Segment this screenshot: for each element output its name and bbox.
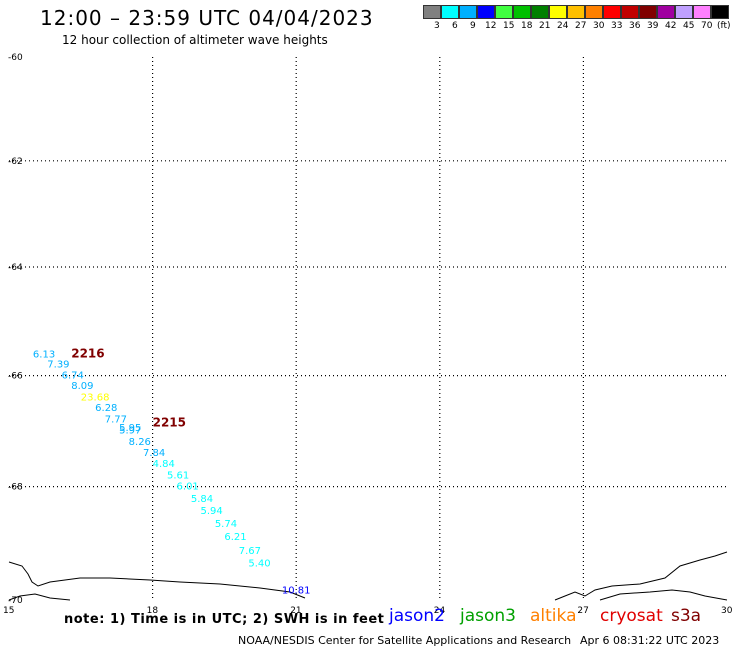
- legend-swatch: [693, 5, 711, 19]
- legend-swatch: [639, 5, 657, 19]
- footnote: note: 1) Time is in UTC; 2) SWH is in fe…: [64, 612, 385, 627]
- wave-height-value: 5.94: [200, 506, 222, 517]
- legend-swatch: [711, 5, 729, 19]
- legend-swatch: [585, 5, 603, 19]
- legend-label: 42: [665, 21, 677, 31]
- wave-height-value: 6.74: [62, 371, 84, 382]
- wave-height-value: 6.21: [224, 532, 246, 543]
- legend-label: 30: [593, 21, 605, 31]
- latitude-label: -64: [8, 263, 23, 273]
- color-legend: 3 6 9 12 15 18 21 24 27 30 33 36 39 42 45 70 (ft): [423, 5, 731, 33]
- wave-height-value: 5.61: [167, 470, 189, 481]
- legend-label: 18: [521, 21, 533, 31]
- legend-swatch: [657, 5, 675, 19]
- legend-swatch: [459, 5, 477, 19]
- wave-height-value: 7.39: [47, 360, 69, 371]
- latitude-label: -70: [8, 596, 23, 606]
- wave-height-value: 5.40: [248, 558, 270, 569]
- legend-swatch: [603, 5, 621, 19]
- wave-height-value: 5.84: [191, 494, 213, 505]
- map-title: 12:00 – 23:59 UTC 04/04/2023: [40, 6, 374, 30]
- legend-label: 45: [683, 21, 695, 31]
- wave-height-value: 6.13: [33, 350, 55, 361]
- wave-height-value: 4.84: [153, 459, 175, 470]
- latitude-label: -60: [8, 53, 23, 63]
- coastline-ice-shelf: [8, 593, 71, 601]
- satellite-altika: altika: [530, 606, 577, 626]
- satellite-jason2: jason2: [389, 606, 445, 626]
- credit-line: NOAA/NESDIS Center for Satellite Applica…: [238, 634, 572, 647]
- legend-swatch: [513, 5, 531, 19]
- wave-height-value: 5.74: [215, 519, 237, 530]
- legend-swatch: [477, 5, 495, 19]
- coastline-east-inner: [599, 589, 728, 601]
- legend-label: 70: [701, 21, 713, 31]
- legend-swatch: [675, 5, 693, 19]
- latitude-label: -66: [8, 372, 23, 382]
- legend-swatch: [621, 5, 639, 19]
- generated-timestamp: Apr 6 08:31:22 UTC 2023: [580, 634, 720, 647]
- legend-swatch: [549, 5, 567, 19]
- longitude-label: 30: [721, 606, 733, 616]
- legend-label: 24: [557, 21, 569, 31]
- legend-swatch: [567, 5, 585, 19]
- coastline-west: [8, 561, 306, 599]
- longitude-label: 24: [434, 606, 446, 616]
- legend-swatches: [423, 5, 729, 19]
- longitude-label: 15: [3, 606, 14, 616]
- legend-swatch: [531, 5, 549, 19]
- wave-height-value: 5.95: [119, 423, 141, 434]
- legend-label: 27: [575, 21, 587, 31]
- wave-height-value: 7.77: [105, 415, 127, 426]
- wave-height-observations: 6.137.396.748.0923.686.287.775.955.978.2…: [33, 347, 311, 597]
- coastline-east: [554, 551, 728, 601]
- wave-height-value: 7.84: [143, 448, 165, 459]
- satellite-s3a: s3a: [671, 606, 702, 626]
- longitude-label: 27: [577, 606, 588, 616]
- wave-height-value: 6.28: [95, 403, 117, 414]
- pass-time-label: 2215: [153, 415, 186, 429]
- legend-swatch: [495, 5, 513, 19]
- legend-label: 6: [452, 21, 458, 31]
- legend-label: 3: [434, 21, 440, 31]
- wave-height-value: 23.68: [81, 393, 110, 404]
- latitude-label: -62: [8, 157, 23, 167]
- satellite-cryosat: cryosat: [600, 606, 663, 626]
- wave-height-value: 10.81: [282, 586, 311, 597]
- legend-label: 15: [503, 21, 515, 31]
- wave-height-value: 6.01: [177, 481, 199, 492]
- wave-height-value: 5.97: [119, 426, 141, 437]
- graticule: [9, 57, 727, 600]
- legend-swatch: [423, 5, 441, 19]
- coastline: [8, 551, 728, 601]
- wave-height-value: 7.67: [239, 546, 261, 557]
- wave-height-value: 8.09: [71, 381, 93, 392]
- legend-unit: (ft): [717, 21, 731, 31]
- legend-label: 21: [539, 21, 551, 31]
- legend-label: 9: [470, 21, 476, 31]
- legend-label: 36: [629, 21, 641, 31]
- longitude-label: 18: [147, 606, 159, 616]
- legend-label: 39: [647, 21, 659, 31]
- longitude-label: 21: [290, 606, 301, 616]
- wave-height-value: 8.26: [129, 437, 151, 448]
- legend-label: 33: [611, 21, 623, 31]
- map-subtitle: 12 hour collection of altimeter wave hei…: [62, 33, 328, 47]
- pass-time-label: 2216: [71, 347, 104, 361]
- satellite-jason3: jason3: [460, 606, 516, 626]
- latitude-label: -68: [8, 483, 23, 493]
- legend-swatch: [441, 5, 459, 19]
- legend-label: 12: [485, 21, 497, 31]
- legend-labels: 3 6 9 12 15 18 21 24 27 30 33 36 39 42 45 70 (ft): [423, 19, 731, 33]
